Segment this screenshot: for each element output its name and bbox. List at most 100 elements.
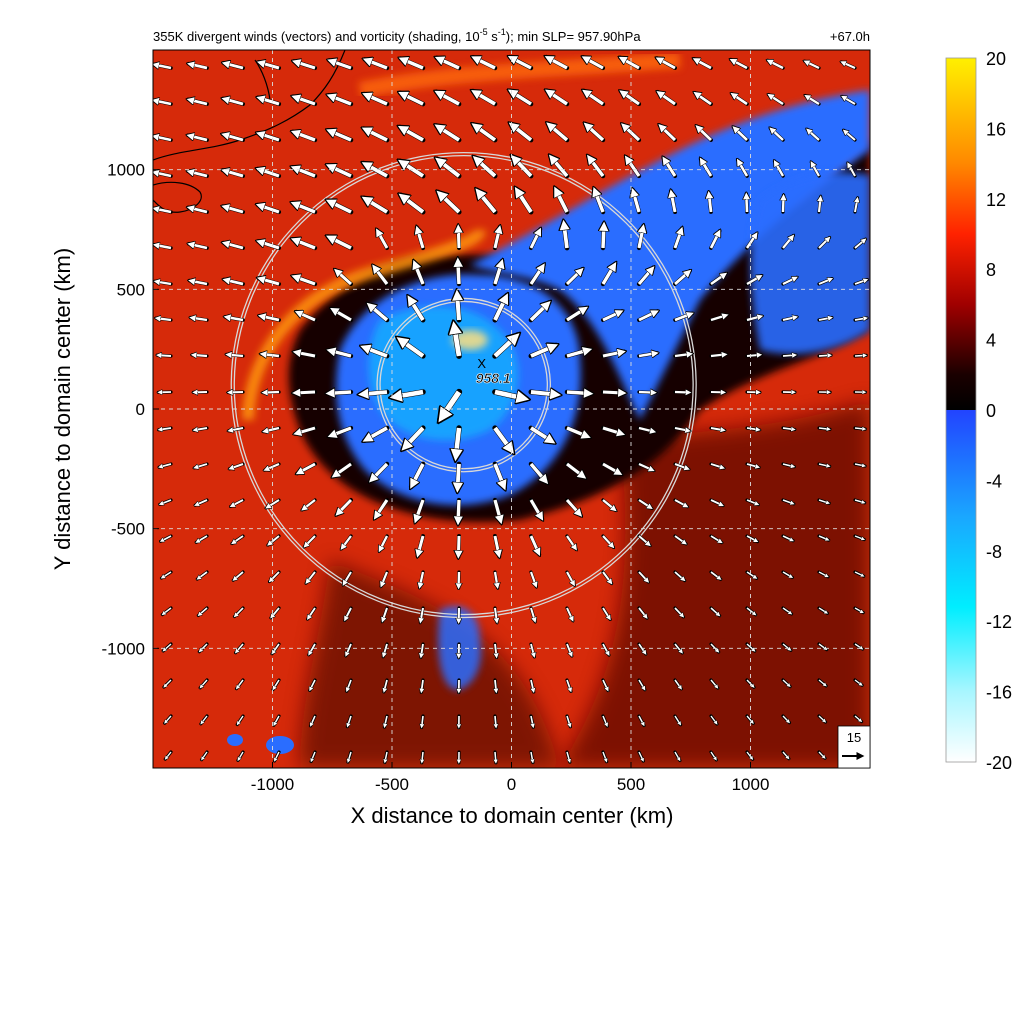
wind-vector [400, 93, 424, 106]
x-tick-label: -1000 [251, 775, 294, 794]
wind-vector [674, 499, 687, 507]
wind-vector [188, 135, 208, 142]
wind-vector [565, 499, 581, 515]
wind-vector [161, 535, 172, 541]
wind-vector [621, 91, 640, 106]
wind-vector [362, 347, 388, 358]
x-tick-label: -500 [375, 775, 409, 794]
wind-vector [195, 499, 208, 505]
wind-vector [458, 499, 459, 523]
wind-vector [495, 607, 497, 622]
wind-vector [529, 265, 544, 285]
wind-vector [400, 161, 425, 178]
title-exponent-2: -1 [498, 27, 506, 37]
wind-vector [422, 751, 423, 763]
wind-vector [530, 607, 535, 622]
colorbar-tick-label: -8 [986, 542, 1002, 562]
wind-vector [638, 751, 643, 761]
wind-vector [530, 392, 559, 395]
wind-vector [854, 499, 865, 503]
wind-vector [341, 535, 352, 549]
y-tick-label: -1000 [102, 639, 145, 658]
wind-vector [782, 715, 789, 723]
wind-vector [189, 64, 208, 68]
wind-vector [674, 463, 689, 469]
wind-vector [854, 571, 864, 576]
wind-vector [237, 715, 244, 725]
wind-vector [674, 751, 680, 761]
wind-vector [258, 98, 280, 106]
wind-vector [164, 679, 172, 687]
wind-vector [674, 535, 686, 544]
wind-vector [268, 535, 280, 545]
wind-vector [550, 156, 569, 178]
wind-vector [602, 715, 607, 726]
wind-vector [293, 203, 316, 214]
wind-vector [602, 643, 609, 655]
wind-vector [746, 463, 759, 467]
chart-title: 355K divergent winds (vectors) and vorti… [153, 27, 641, 44]
wind-vector [418, 535, 425, 556]
wind-vector [274, 751, 280, 761]
wind-vector [657, 58, 676, 70]
wind-vector [197, 571, 208, 579]
wind-vector [232, 535, 244, 543]
wind-vector [602, 751, 607, 762]
wind-vector [529, 571, 536, 587]
wind-vector [385, 751, 387, 762]
wind-vector [375, 499, 389, 518]
wind-vector [347, 715, 352, 727]
wind-vector [198, 607, 208, 615]
wind-vector [746, 276, 761, 286]
wind-vector [511, 124, 533, 142]
wind-vector [588, 156, 605, 178]
wind-vector [819, 197, 821, 213]
colorbar-tick-label: 16 [986, 119, 1006, 139]
wind-vector [818, 318, 832, 320]
wind-vector [746, 428, 760, 430]
wind-vector [159, 463, 172, 467]
wind-vector [529, 229, 540, 249]
negative-vorticity-northeast [750, 172, 870, 354]
wind-vector [194, 428, 208, 430]
wind-vector [296, 312, 316, 322]
wind-vector [639, 226, 643, 249]
wind-vector [328, 165, 352, 178]
wind-vector [844, 130, 856, 141]
wind-vector [732, 94, 748, 106]
wind-vector [746, 607, 756, 615]
wind-vector [633, 190, 641, 213]
negative-vorticity-band [470, 90, 870, 420]
wind-vector [674, 354, 692, 356]
wind-vector [223, 170, 244, 178]
wind-vector [566, 392, 591, 394]
wind-vector [345, 607, 352, 620]
wind-vector [263, 392, 280, 393]
storm-center-pressure-label: 958.1 [476, 370, 511, 386]
wind-vector [235, 607, 244, 617]
wind-vector [495, 679, 496, 692]
wind-vector [638, 607, 647, 618]
wind-vector [258, 241, 280, 250]
wind-vector [343, 571, 352, 585]
wind-vector [530, 643, 534, 657]
wind-vector [231, 499, 244, 506]
wind-vector [273, 679, 280, 690]
wind-vector [734, 127, 748, 141]
wind-vector [271, 607, 280, 618]
wind-vector [854, 535, 864, 540]
wind-vector [475, 158, 497, 178]
wind-vector [854, 464, 865, 466]
wind-vector [329, 60, 352, 70]
wind-vector [694, 59, 712, 70]
wind-vector [674, 643, 682, 653]
wind-vector [731, 60, 748, 70]
wind-vector [199, 643, 208, 652]
wind-vector [156, 318, 172, 320]
wind-vector [531, 715, 533, 727]
wind-vector [360, 392, 388, 394]
wind-vector [473, 91, 496, 106]
wind-vector [602, 352, 624, 356]
wind-vector [841, 62, 856, 69]
